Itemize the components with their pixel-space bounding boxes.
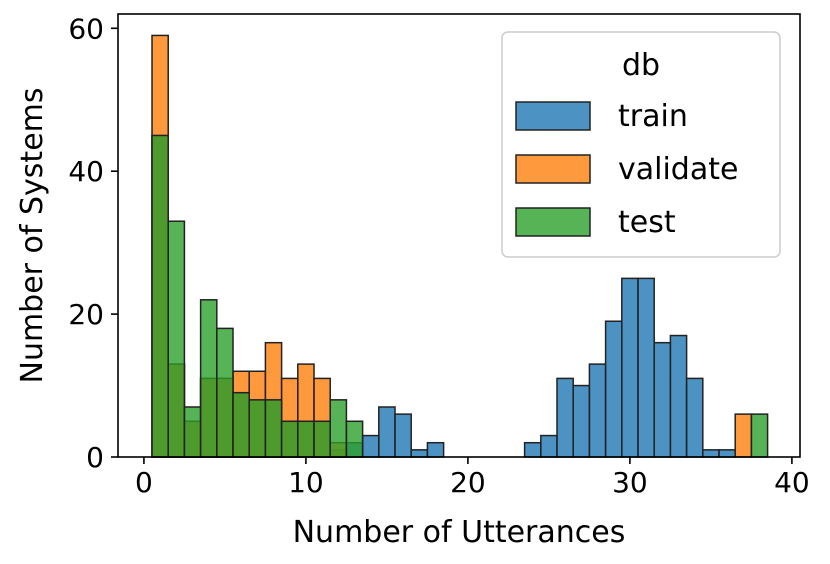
bar-train [523,441,542,458]
x-tick-label: 10 [288,466,324,499]
legend-title: db [622,48,660,83]
x-tick-label: 30 [612,466,648,499]
legend-label-train: train [618,99,688,134]
legend-label-validate: validate [618,152,738,187]
bar-train [621,277,639,458]
bar-test [232,391,250,458]
bar-train [410,449,429,458]
bar-train [426,441,445,458]
bar-test [183,406,202,458]
legend-swatch-test [515,207,591,237]
legend-swatch-validate [515,154,591,184]
bar-train [361,434,380,458]
bar-test [264,399,283,458]
bar-test [313,420,331,458]
y-tick-label: 60 [68,12,104,45]
bar-test [750,413,769,458]
y-axis-label: Number of Systems [15,87,50,383]
bar-train [394,413,412,458]
bar-test [216,327,234,458]
bar-test [151,134,169,458]
bar-train [604,320,623,458]
bar-train [702,449,720,458]
legend-swatch-train [515,101,591,131]
x-tick-label: 20 [450,466,486,499]
x-axis-ticks: 0 10 20 30 40 [135,457,810,499]
y-tick-label: 40 [68,155,104,188]
bar-train [685,377,704,458]
bar-train [378,406,396,458]
bar-test [329,399,348,458]
bar-test [167,220,186,458]
legend-box [501,31,781,258]
bar-train [572,384,591,458]
legend: db train validate test [501,31,781,258]
bar-train [653,341,672,458]
bar-train [588,363,607,458]
bar-train [669,334,688,458]
bar-validate [734,413,753,458]
bar-train [718,449,736,458]
bar-train [637,277,655,458]
bar-test [199,299,218,458]
legend-label-test: test [618,205,676,240]
x-tick-label: 0 [135,466,153,499]
x-axis-label: Number of Utterances [293,515,626,550]
y-tick-label: 0 [86,441,104,474]
bars-layer [151,34,769,458]
plot-frame [117,13,801,458]
bar-train [540,434,558,458]
y-axis-ticks: 0 20 40 60 [68,12,118,474]
x-tick-label: 40 [774,466,810,499]
bar-test [248,399,267,458]
bar-test [280,420,299,458]
y-tick-label: 20 [68,298,104,331]
bar-train [556,377,574,458]
bar-test [345,420,364,458]
bar-test [297,420,315,458]
